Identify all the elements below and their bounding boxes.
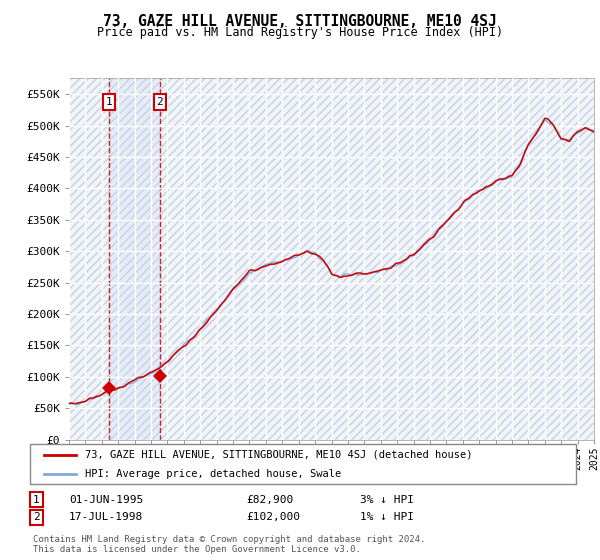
Text: 2: 2	[157, 97, 163, 107]
Text: £82,900: £82,900	[246, 494, 293, 505]
Text: 17-JUL-1998: 17-JUL-1998	[69, 512, 143, 522]
Text: 3% ↓ HPI: 3% ↓ HPI	[360, 494, 414, 505]
Text: 2: 2	[33, 512, 40, 522]
Text: 01-JUN-1995: 01-JUN-1995	[69, 494, 143, 505]
Text: Price paid vs. HM Land Registry's House Price Index (HPI): Price paid vs. HM Land Registry's House …	[97, 26, 503, 39]
Text: 1: 1	[33, 494, 40, 505]
Bar	[109, 78, 160, 440]
Text: 73, GAZE HILL AVENUE, SITTINGBOURNE, ME10 4SJ: 73, GAZE HILL AVENUE, SITTINGBOURNE, ME1…	[103, 14, 497, 29]
Text: £102,000: £102,000	[246, 512, 300, 522]
FancyBboxPatch shape	[30, 444, 576, 484]
Text: HPI: Average price, detached house, Swale: HPI: Average price, detached house, Swal…	[85, 469, 341, 479]
Text: 1% ↓ HPI: 1% ↓ HPI	[360, 512, 414, 522]
Text: Contains HM Land Registry data © Crown copyright and database right 2024.
This d: Contains HM Land Registry data © Crown c…	[33, 535, 425, 554]
Text: 1: 1	[106, 97, 112, 107]
Text: 73, GAZE HILL AVENUE, SITTINGBOURNE, ME10 4SJ (detached house): 73, GAZE HILL AVENUE, SITTINGBOURNE, ME1…	[85, 450, 472, 460]
